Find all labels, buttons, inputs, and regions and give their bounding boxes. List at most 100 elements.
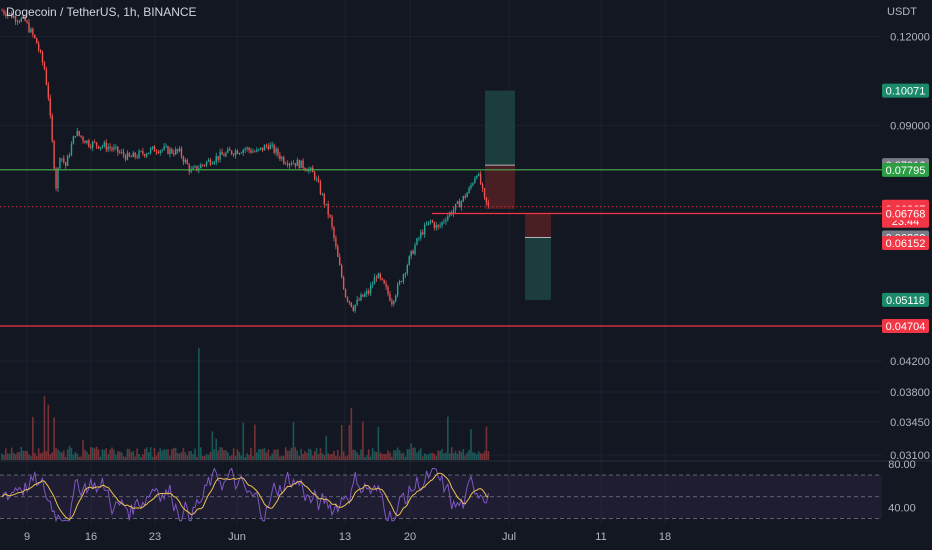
candle-body [425, 224, 428, 226]
candle-body [119, 152, 121, 154]
x-tick-label: Jun [228, 531, 246, 543]
candle-body [339, 256, 341, 266]
volume-bar [228, 456, 231, 460]
candle-body [149, 148, 152, 153]
volume-bar [483, 451, 486, 460]
volume-bar [277, 449, 279, 460]
volume-bar [196, 456, 198, 460]
candle-body [10, 13, 13, 18]
candle-body [254, 151, 256, 153]
candle-body [173, 152, 175, 155]
volume-bar [201, 455, 204, 460]
candle-body [151, 146, 154, 149]
volume-bar [12, 452, 15, 460]
volume-bar [55, 448, 57, 460]
candle-body [30, 28, 32, 33]
candle-body [136, 156, 138, 158]
candle-body [99, 146, 102, 149]
volume-bar [238, 452, 241, 460]
volume-bar [315, 447, 318, 460]
volume-bar [132, 451, 135, 460]
candle-body [167, 146, 169, 155]
volume-bar [331, 454, 333, 460]
candle-body [122, 151, 125, 156]
volume-bar [261, 449, 264, 460]
candle-body [437, 224, 439, 227]
candle-body [84, 140, 86, 144]
candle-body [352, 306, 354, 311]
candle-body [161, 149, 163, 151]
candle-body [47, 84, 50, 98]
volume-bar [136, 448, 138, 460]
volume-bar [377, 426, 380, 460]
time-axis[interactable]: 9 16 23 Jun 13 20 Jul 11 18 [24, 531, 671, 543]
price-tag [882, 292, 929, 307]
candle-body [458, 201, 461, 208]
symbol-title[interactable]: Dogecoin / TetherUS, 1h, BINANCE [6, 5, 197, 19]
candle-body [277, 148, 279, 155]
candle-body [344, 288, 347, 298]
volume-bar [211, 431, 214, 460]
volume-bar [53, 417, 55, 460]
volume-bar [103, 450, 106, 460]
candle-body [267, 146, 270, 150]
volume-bar [254, 424, 256, 460]
volume-bar [134, 456, 136, 460]
candle-body [393, 300, 395, 305]
volume-bar [298, 455, 301, 460]
candle-body [462, 195, 464, 202]
candle-body [134, 152, 136, 157]
candle-body [368, 291, 370, 294]
candle-body [190, 169, 192, 172]
volume-bar [115, 454, 117, 460]
candle-body [14, 15, 17, 22]
volume-bar [174, 447, 177, 460]
candle-body [39, 50, 42, 53]
candle-body [379, 273, 381, 279]
candle-body [242, 149, 244, 153]
candle-body [487, 202, 490, 206]
volume-bar [406, 449, 409, 460]
candle-body [375, 277, 378, 279]
candle-body [302, 160, 304, 169]
volume-bar [20, 446, 23, 460]
price-axis[interactable]: USDT 0.12000 0.09000 0.04200 0.03800 0.03450 0… [887, 6, 930, 515]
volume-bar [138, 454, 140, 460]
price-tag-label: 0.06152 [886, 238, 926, 250]
volume-bar [333, 450, 335, 460]
candle-body [142, 151, 144, 154]
price-tag [882, 162, 929, 177]
volume-bar [371, 447, 374, 460]
candle-body [306, 169, 308, 172]
volume-bar [329, 454, 331, 460]
candle-body [315, 178, 318, 180]
volume-bar [3, 454, 5, 460]
candle-body [45, 69, 48, 85]
price-tag-label: 0.10071 [886, 86, 926, 98]
volume-bar [420, 448, 422, 460]
candle-body [479, 173, 482, 185]
candle-body [78, 131, 80, 136]
candle-body [120, 151, 123, 153]
candle-body [90, 146, 92, 148]
candle-body [68, 155, 71, 157]
volume-bar [1, 453, 3, 460]
candle-body [12, 15, 15, 18]
volume-bar [230, 455, 233, 460]
volume-bar [281, 455, 283, 460]
volume-bar [327, 453, 329, 460]
volume-bar [163, 449, 165, 460]
candle-body [257, 149, 260, 150]
candle-body [331, 216, 333, 228]
volume-bar [373, 451, 376, 460]
volume-bar [259, 449, 262, 460]
volume-bar [435, 455, 438, 460]
candle-body [70, 144, 73, 156]
candle-body [441, 221, 443, 226]
candle-body [296, 160, 298, 166]
volume-bar [443, 453, 445, 460]
volume-bar [176, 452, 179, 460]
position-zones [485, 90, 551, 300]
volume-bar [421, 456, 424, 460]
